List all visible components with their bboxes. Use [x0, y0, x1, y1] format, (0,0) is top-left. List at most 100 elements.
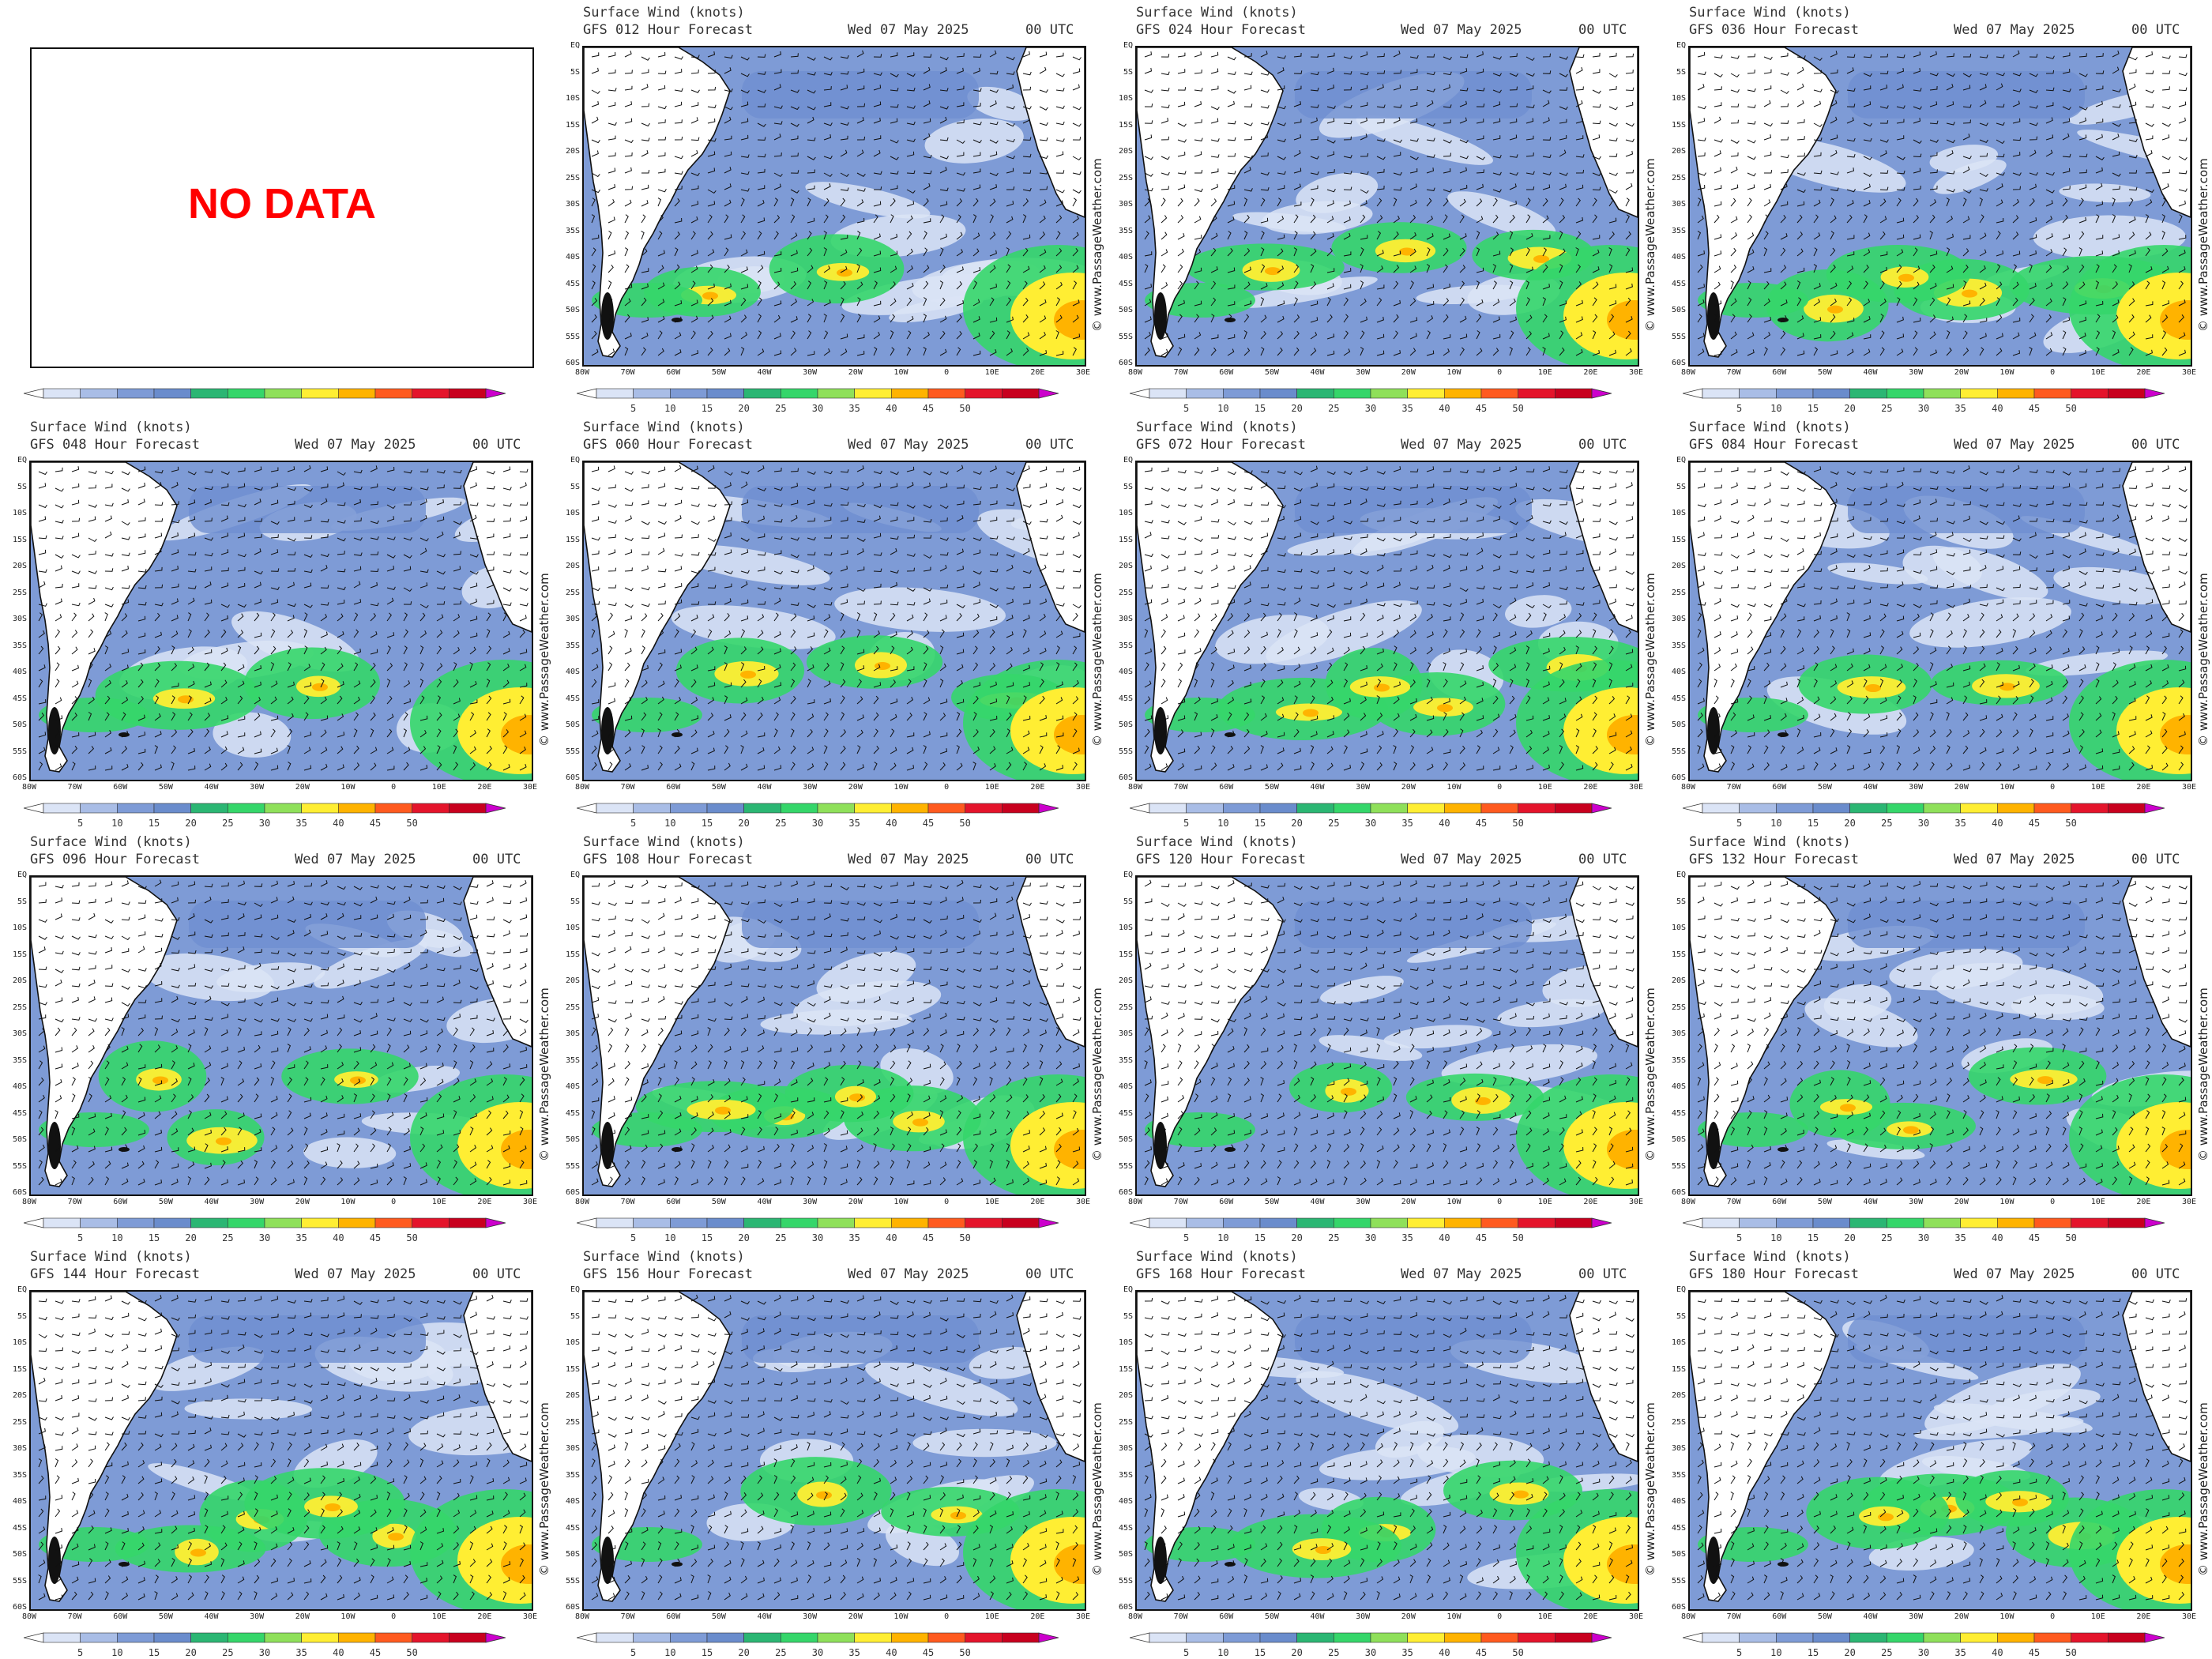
wind-map	[1688, 1290, 2192, 1611]
latitude-label: 40S	[12, 1497, 27, 1506]
wind-max	[1374, 683, 1390, 692]
longitude-label: 60W	[1219, 368, 1234, 377]
colorbar-tick-label: 20	[738, 403, 750, 414]
latitude-label: 45S	[565, 279, 580, 288]
colorbar-high-arrow	[1038, 1217, 1059, 1228]
calm-zone	[1287, 531, 1424, 556]
latitude-label: 25S	[565, 173, 580, 182]
southeast-wind-max	[2160, 300, 2191, 340]
latitude-label: 40S	[12, 1082, 27, 1091]
colorbar-tick-label: 30	[1364, 403, 1377, 414]
longitude-label: 80W	[21, 1198, 37, 1206]
colorbar-segment	[1812, 803, 1850, 814]
longitude-label: 20E	[1030, 783, 1045, 792]
forecast-hour: GFS 120 Hour Forecast	[1136, 852, 1306, 867]
latitude-label: 55S	[1671, 1161, 1686, 1171]
latitude-label: 10S	[1671, 509, 1686, 517]
longitude-label: 10E	[2090, 783, 2105, 792]
longitude-label: 30E	[2181, 783, 2197, 792]
forecast-date: Wed 07 May 2025	[1954, 1266, 2075, 1282]
calm-zone	[1932, 547, 2048, 600]
longitude-label: 70W	[620, 1198, 635, 1206]
colorbar-segment	[1223, 1632, 1261, 1643]
colorbar-ticks: 5 10 15 20 25 30 35 40 45 50	[1683, 1647, 2165, 1658]
latitude-label: 45S	[1671, 1108, 1686, 1118]
colorbar-tick-label: 40	[333, 818, 344, 829]
latitude-label: 60S	[12, 1188, 27, 1197]
colorbar-segment	[190, 1632, 228, 1643]
southeast-wind-max	[2160, 1130, 2191, 1169]
longitude-label: 20E	[2136, 1198, 2151, 1206]
wind-max	[1962, 289, 1977, 298]
africa-landmass	[1569, 47, 1638, 218]
credit-text: © www.PassageWeather.com	[1643, 1402, 1657, 1576]
latitude-label: 55S	[1671, 332, 1686, 341]
southeast-wind-core	[1563, 1102, 1638, 1189]
longitude-label: 70W	[620, 783, 635, 792]
south-america-landmass	[1137, 877, 1284, 1187]
latitude-label: 20S	[565, 147, 580, 156]
trade-wind-band	[189, 486, 426, 533]
colorbar-high-arrow	[2144, 803, 2165, 814]
colorbar-tick-label: 50	[1512, 818, 1524, 829]
colorbar-segment	[1186, 803, 1224, 814]
colorbar-segment	[412, 803, 450, 814]
latitude-label: 15S	[12, 950, 27, 959]
calm-zone	[184, 1398, 313, 1420]
colorbar-segment	[190, 388, 228, 399]
africa-landmass	[463, 877, 532, 1048]
colorbar-segment	[301, 803, 339, 814]
no-data-panel: NO DATA	[0, 0, 553, 415]
colorbar-tick-label: 25	[775, 1232, 787, 1243]
forecast-panel: Surface Wind (knots) GFS 168 Hour Forecas…	[1106, 1244, 1659, 1659]
forecast-time: 00 UTC	[1578, 852, 1627, 867]
wind-max	[216, 1137, 231, 1146]
wind-barbs	[591, 1294, 1082, 1601]
credit-text: © www.PassageWeather.com	[537, 988, 551, 1161]
latitude-label: 60S	[1671, 1603, 1686, 1612]
colorbar-segment	[1739, 1217, 1777, 1228]
colorbar-tick-label: 15	[701, 403, 713, 414]
credit-watermark: © www.PassageWeather.com	[1643, 486, 1659, 770]
wind-max	[1898, 273, 1914, 282]
southeast-wind-core	[1010, 1102, 1085, 1189]
wind-max	[152, 1076, 168, 1085]
longitude-label: 60W	[1219, 783, 1234, 792]
longitude-label: 20W	[848, 1198, 863, 1206]
colorbar-segment	[1370, 1632, 1408, 1643]
colorbar-segment	[854, 1217, 892, 1228]
forecast-date: Wed 07 May 2025	[295, 437, 416, 453]
latitude-label: 20S	[565, 562, 580, 570]
credit-watermark: © www.PassageWeather.com	[1090, 486, 1106, 770]
trade-wind-band	[742, 486, 979, 533]
latitude-label: 60S	[1118, 359, 1133, 367]
longitude-label: 30W	[1356, 368, 1371, 377]
colorbar-segment	[374, 803, 412, 814]
latitude-label: 30S	[12, 1029, 27, 1038]
colorbar-tick-label: 5	[1183, 1647, 1190, 1658]
latitude-label: 20S	[12, 976, 27, 985]
africa-landmass	[2122, 47, 2191, 218]
colorbar-tick-label: 25	[222, 1232, 234, 1243]
latitude-label: 45S	[1118, 1523, 1133, 1533]
latitude-label: 30S	[565, 615, 580, 623]
colorbar-segment	[1480, 803, 1518, 814]
wind-max	[849, 1093, 865, 1102]
longitude-label: 80W	[1127, 1198, 1143, 1206]
colorbar-tick-label: 20	[1291, 403, 1303, 414]
latitude-label: 25S	[1671, 588, 1686, 597]
wind-map	[29, 1290, 533, 1611]
colorbar-segment	[1923, 1217, 1961, 1228]
colorbar-high-arrow	[1591, 388, 1612, 399]
latitude-label: EQ	[17, 1285, 27, 1294]
longitude-label: 10E	[431, 783, 446, 792]
colorbar-tick-label: 10	[664, 1647, 676, 1658]
colorbar-tick-label: 5	[1183, 1232, 1190, 1243]
longitude-label: 80W	[21, 783, 37, 792]
colorbar	[1682, 1217, 2165, 1229]
longitude-label: 30E	[522, 1612, 538, 1621]
colorbar-tick-label: 50	[2065, 403, 2077, 414]
tierra-del-fuego	[1154, 1537, 1167, 1584]
southeast-wind-core	[1563, 273, 1638, 359]
latitude-label: 10S	[12, 509, 27, 517]
